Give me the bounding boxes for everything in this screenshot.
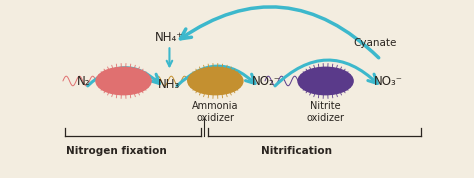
- Text: Cyanate: Cyanate: [353, 38, 397, 48]
- Text: NO₃⁻: NO₃⁻: [374, 75, 402, 88]
- Ellipse shape: [298, 67, 353, 95]
- Ellipse shape: [188, 67, 243, 95]
- Text: NO₂⁻: NO₂⁻: [252, 75, 281, 88]
- Text: NH₄⁺: NH₄⁺: [155, 31, 183, 44]
- Text: N₂: N₂: [76, 75, 90, 88]
- Text: Nitrification: Nitrification: [261, 146, 332, 156]
- Text: Ammonia
oxidizer: Ammonia oxidizer: [192, 101, 238, 123]
- Text: NH₃: NH₃: [158, 78, 181, 91]
- Ellipse shape: [96, 67, 151, 95]
- Text: Nitrogen fixation: Nitrogen fixation: [66, 146, 166, 156]
- Text: Nitrite
oxidizer: Nitrite oxidizer: [307, 101, 345, 123]
